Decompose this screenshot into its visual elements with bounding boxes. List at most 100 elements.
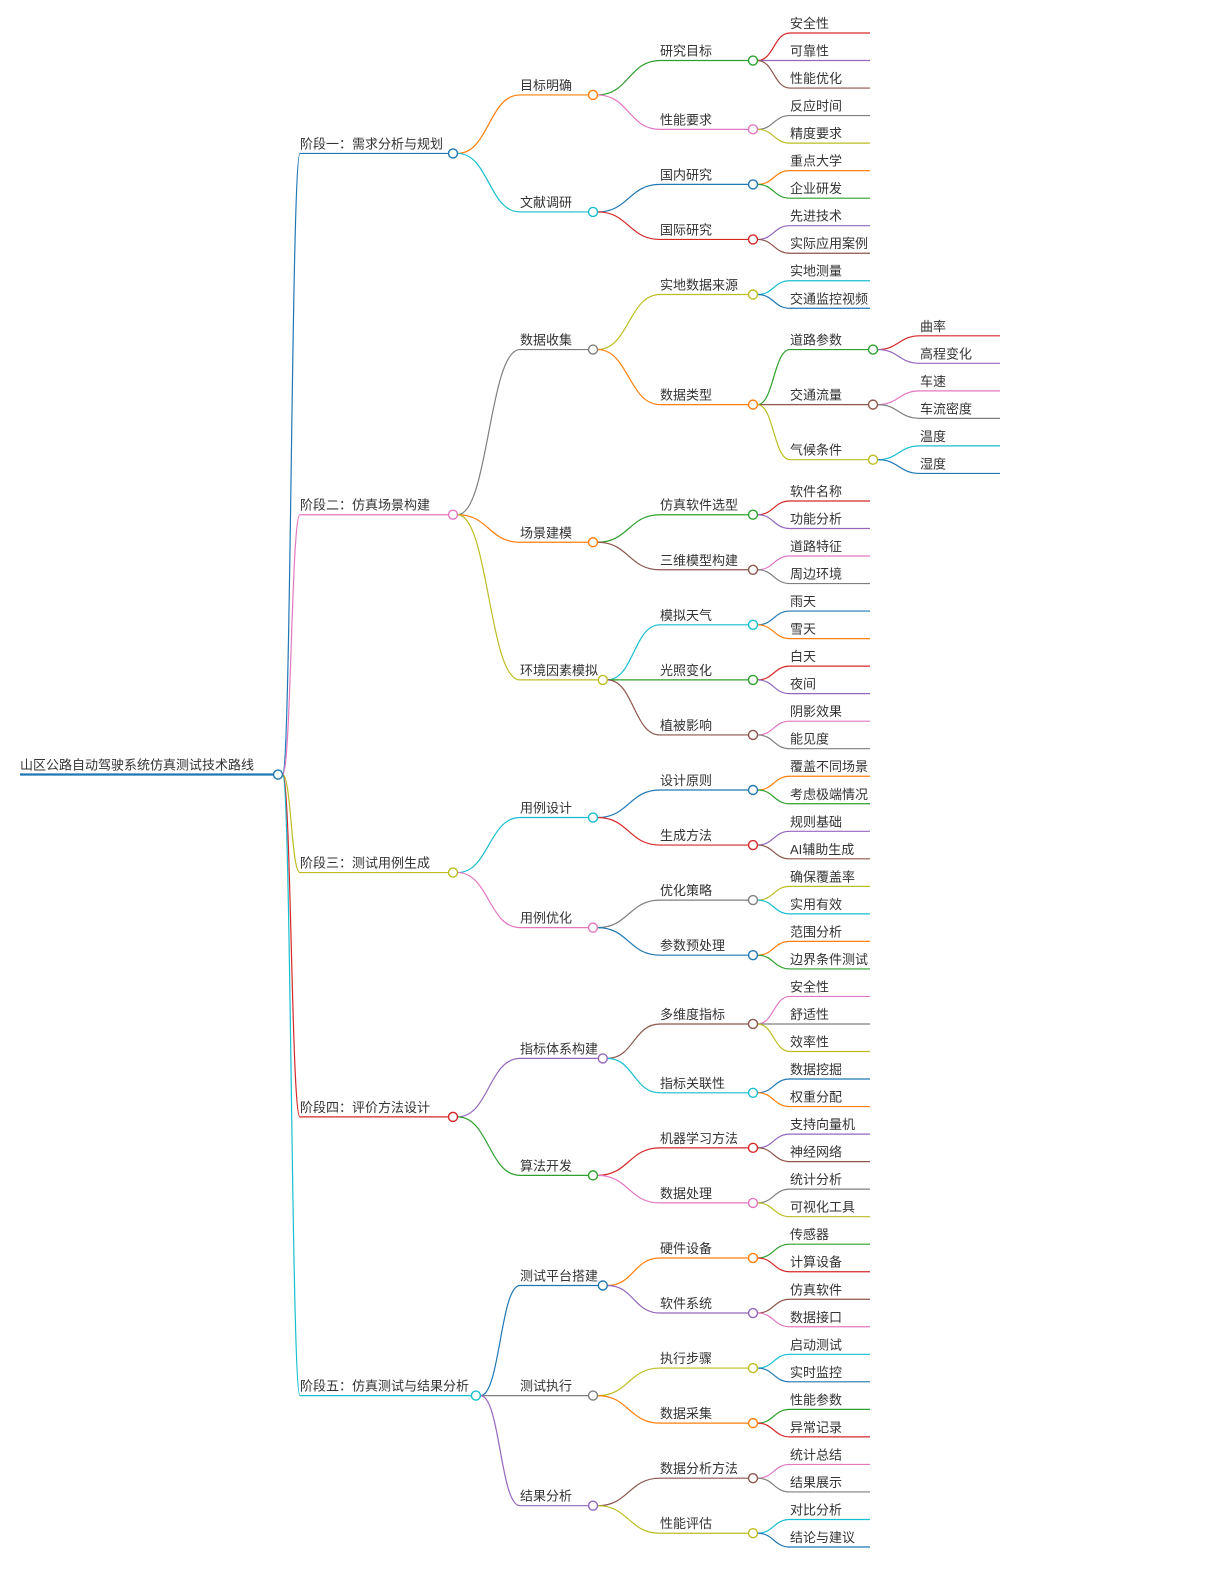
node-label: 性能参数 <box>790 1392 842 1407</box>
mindmap-link <box>758 1148 791 1162</box>
node-label: 白天 <box>790 649 816 664</box>
branch-node-icon <box>749 1088 758 1097</box>
node-label: 光照变化 <box>660 663 712 678</box>
mindmap-link <box>598 900 661 928</box>
mindmap-link <box>598 515 661 543</box>
node-label: 规则基础 <box>790 814 842 829</box>
node-label: 实时监控 <box>790 1365 842 1380</box>
node-label: 结果展示 <box>790 1475 842 1490</box>
branch-node-icon <box>749 290 758 299</box>
branch-node-icon <box>589 1391 598 1400</box>
branch-node-icon <box>749 235 758 244</box>
node-label: 安全性 <box>790 979 829 994</box>
mindmap-link <box>480 1285 520 1395</box>
mindmap-link <box>598 1506 661 1534</box>
mindmap-link <box>758 295 791 309</box>
node-label: 山区公路自动驾驶系统仿真测试技术路线 <box>20 758 254 773</box>
mindmap-link <box>758 845 791 859</box>
mindmap-link <box>758 501 791 515</box>
node-label: 阶段四：评价方法设计 <box>300 1100 430 1115</box>
node-label: 雨天 <box>790 594 816 609</box>
mindmap-link <box>598 542 661 570</box>
mindmap-link <box>758 666 791 680</box>
branch-node-icon <box>598 675 607 684</box>
mindmap-link <box>758 941 791 955</box>
mindmap-canvas: 山区公路自动驾驶系统仿真测试技术路线阶段一：需求分析与规划目标明确研究目标安全性… <box>0 0 1218 1574</box>
node-label: 测试平台搭建 <box>520 1268 598 1283</box>
node-label: 雪天 <box>790 622 816 637</box>
node-label: 三维模型构建 <box>660 553 738 568</box>
mindmap-link <box>458 873 521 928</box>
node-label: 功能分析 <box>790 511 842 526</box>
branch-node-icon <box>749 1309 758 1318</box>
mindmap-link <box>758 1258 791 1272</box>
node-label: 舒适性 <box>790 1007 829 1022</box>
node-label: 数据类型 <box>660 388 712 403</box>
branch-node-icon <box>749 1364 758 1373</box>
mindmap-link <box>758 1189 791 1203</box>
mindmap-link <box>458 818 521 873</box>
branch-node-icon <box>749 730 758 739</box>
node-label: 温度 <box>920 429 946 444</box>
mindmap-link <box>758 611 791 625</box>
mindmap-link <box>758 1093 791 1107</box>
mindmap-link <box>598 1175 661 1203</box>
branch-node-icon <box>749 1474 758 1483</box>
mindmap-link <box>480 1396 520 1506</box>
mindmap-link <box>758 556 791 570</box>
node-label: 文献调研 <box>520 195 572 210</box>
branch-node-icon <box>589 1171 598 1180</box>
mindmap-link <box>758 116 791 130</box>
node-label: 传感器 <box>790 1227 829 1242</box>
mindmap-link <box>758 1478 791 1492</box>
node-label: 企业研发 <box>790 181 842 196</box>
branch-node-icon <box>749 896 758 905</box>
branch-node-icon <box>749 1419 758 1428</box>
mindmap-link <box>598 790 661 818</box>
node-label: 场景建模 <box>520 525 572 540</box>
branch-node-icon <box>589 1501 598 1510</box>
node-label: 启动测试 <box>790 1337 842 1352</box>
mindmap-link <box>758 900 791 914</box>
node-label: 高程变化 <box>920 346 972 361</box>
node-label: 统计总结 <box>790 1447 842 1462</box>
node-label: 湿度 <box>920 456 946 471</box>
mindmap-link <box>598 1368 661 1396</box>
branch-node-icon <box>749 675 758 684</box>
mindmap-link <box>283 153 301 774</box>
branch-node-icon <box>749 180 758 189</box>
branch-node-icon <box>589 923 598 932</box>
mindmap-link <box>458 153 521 211</box>
node-label: 确保覆盖率 <box>790 869 855 884</box>
branch-node-icon <box>598 1054 607 1063</box>
mindmap-link <box>758 886 791 900</box>
node-label: 参数预处理 <box>660 938 725 953</box>
node-label: 设计原则 <box>660 773 712 788</box>
node-label: 用例设计 <box>520 801 572 816</box>
node-label: 多维度指标 <box>660 1007 725 1022</box>
branch-node-icon <box>471 1391 480 1400</box>
mindmap-link <box>607 625 660 680</box>
node-label: 实地测量 <box>790 264 842 279</box>
branch-node-icon <box>749 786 758 795</box>
mindmap-link <box>758 680 791 694</box>
mindmap-link <box>758 625 791 639</box>
mindmap-link <box>758 61 791 89</box>
node-label: 阶段三：测试用例生成 <box>300 856 430 871</box>
node-label: 异常记录 <box>790 1420 842 1435</box>
node-label: 边界条件测试 <box>790 952 868 967</box>
mindmap-link <box>758 1533 791 1547</box>
node-label: 夜间 <box>790 677 816 692</box>
branch-node-icon <box>869 345 878 354</box>
node-label: 数据收集 <box>520 333 572 348</box>
mindmap-link <box>878 460 921 474</box>
node-label: 对比分析 <box>790 1502 842 1517</box>
node-label: 曲率 <box>920 319 946 334</box>
mindmap-link <box>458 1117 521 1175</box>
node-label: 可视化工具 <box>790 1200 855 1215</box>
mindmap-link <box>598 1478 661 1506</box>
mindmap-link <box>607 680 660 735</box>
mindmap-link <box>598 61 661 95</box>
node-label: 计算设备 <box>790 1255 842 1270</box>
mindmap-link <box>758 239 791 253</box>
